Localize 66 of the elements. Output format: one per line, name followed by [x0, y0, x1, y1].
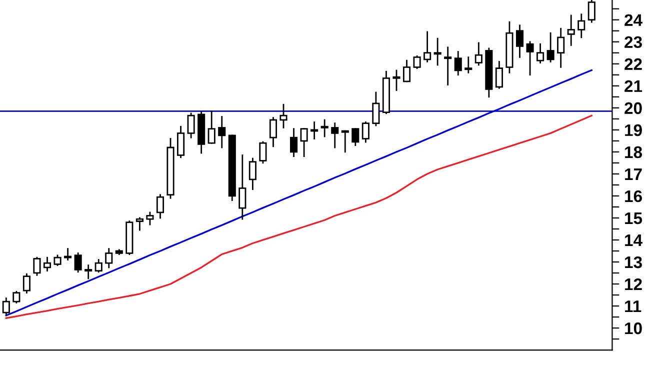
candlestick: [136, 217, 144, 231]
y-tick-label: 10: [625, 322, 642, 334]
candlestick: [392, 70, 400, 91]
y-tick-label: 22: [624, 58, 642, 70]
candlestick: [259, 141, 267, 164]
candlestick: [434, 38, 442, 66]
y-tick-label: 16: [625, 190, 642, 202]
candlestick: [567, 14, 575, 46]
y-tick-label: 11: [625, 300, 642, 312]
candlestick: [474, 42, 482, 66]
candlestick: [146, 212, 154, 226]
y-tick-label: 20: [624, 102, 642, 114]
y-tick-label: 21: [624, 80, 642, 92]
y-tick-label: 12: [625, 278, 642, 290]
y-tick-label: 23: [624, 36, 642, 48]
candlestick: [43, 256, 52, 272]
y-tick-label: 24: [624, 14, 642, 26]
candlestick: [290, 128, 298, 157]
candlestick: [74, 252, 82, 273]
candlestick: [187, 112, 195, 138]
candlestick: [578, 14, 586, 38]
candlestick: [516, 24, 524, 58]
candlestick: [588, 0, 596, 23]
candlestick: [536, 43, 544, 64]
candlestick: [402, 60, 411, 82]
line-series: [5, 114, 592, 319]
candlestick: [331, 122, 339, 148]
candlestick: [310, 121, 318, 140]
candlestick: [218, 116, 226, 148]
candlestick: [341, 130, 349, 153]
candlestick: [12, 290, 20, 304]
candlestick: [105, 248, 113, 268]
candlestick: [320, 119, 328, 138]
candlestick: [352, 128, 360, 146]
candlestick: [238, 154, 246, 220]
candlestick: [372, 92, 380, 126]
candlestick: [177, 126, 185, 158]
candlestick: [495, 60, 503, 89]
candlestick: [64, 248, 72, 260]
candlestick: [424, 31, 432, 62]
candlestick: [269, 117, 278, 148]
candlestick: [362, 121, 370, 143]
candlestick: [208, 110, 216, 144]
candlestick: [280, 104, 288, 128]
candlestick: [2, 298, 10, 316]
candlestick: [300, 128, 308, 157]
candlestick: [22, 273, 30, 294]
y-tick-label: 13: [625, 256, 642, 268]
y-tick-label: 19: [625, 124, 642, 136]
y-tick-label: 15: [625, 212, 642, 224]
candlestick: [546, 32, 554, 62]
candlestick: [464, 56, 472, 74]
candlestick: [413, 55, 421, 69]
candlestick: [156, 194, 164, 219]
y-tick-label: 17: [625, 168, 642, 180]
candlestick: [54, 254, 62, 266]
candlestick: [84, 264, 92, 280]
candlestick: [526, 41, 534, 76]
y-tick-label: 14: [625, 234, 642, 246]
candlestick: [557, 28, 565, 68]
candlestick: [248, 158, 256, 190]
candlestick: [33, 256, 41, 276]
y-tick-label: 18: [625, 146, 642, 158]
candlestick: [454, 51, 462, 76]
candlestick: [444, 46, 452, 86]
candlestick: [94, 259, 102, 273]
